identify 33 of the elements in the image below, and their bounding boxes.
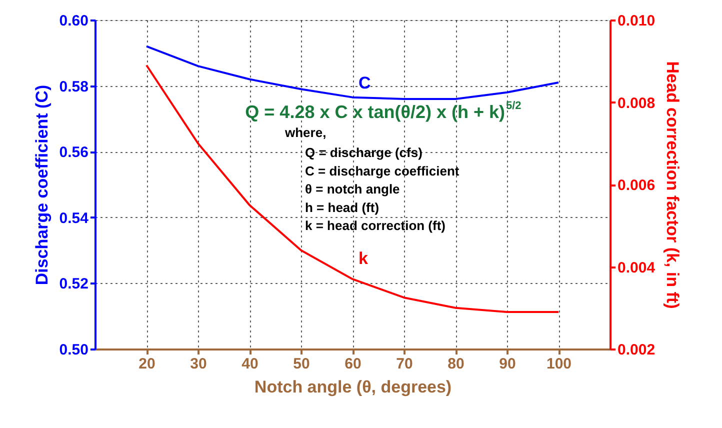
y-tick-label: 0.60 [59,12,88,30]
annotation: C = discharge coefficient [305,163,460,178]
y-tick-label: 0.50 [59,342,88,358]
y2-tick-label: 0.006 [618,177,656,194]
y-tick-label: 0.56 [59,144,88,162]
annotation: θ = notch angle [305,182,400,197]
y-tick-label: 0.52 [59,276,88,293]
x-tick-label: 50 [293,356,310,372]
y2-tick-label: 0.002 [618,342,656,358]
series-label: k [358,249,368,268]
x-tick-label: 20 [138,356,156,372]
y2-axis-title: Head correction factor (k, in ft) [663,61,682,309]
annotation: k = head correction (ft) [305,218,446,234]
y2-tick-label: 0.010 [618,12,656,30]
y-tick-label: 0.58 [59,78,88,96]
x-tick-label: 80 [448,356,464,372]
series-label: C [358,73,371,92]
x-tick-label: 70 [396,356,413,372]
y-tick-label: 0.54 [59,210,90,227]
y-axis-title: Discharge coefficient (C) [32,84,52,286]
x-tick-label: 100 [546,356,572,372]
annotation: where, [284,125,326,140]
x-tick-label: 90 [499,356,516,372]
x-tick-label: 60 [344,356,362,372]
x-tick-label: 30 [190,356,207,372]
x-axis-title: Notch angle (θ, degrees) [254,378,452,396]
line-series [146,45,560,100]
line-series [146,64,560,313]
annotation: Q = discharge (cfs) [305,145,422,160]
x-tick-label: 40 [242,356,258,372]
y2-tick-label: 0.008 [618,94,656,112]
annotation: h = head (ft) [305,200,380,215]
y2-tick-label: 0.004 [618,259,656,276]
